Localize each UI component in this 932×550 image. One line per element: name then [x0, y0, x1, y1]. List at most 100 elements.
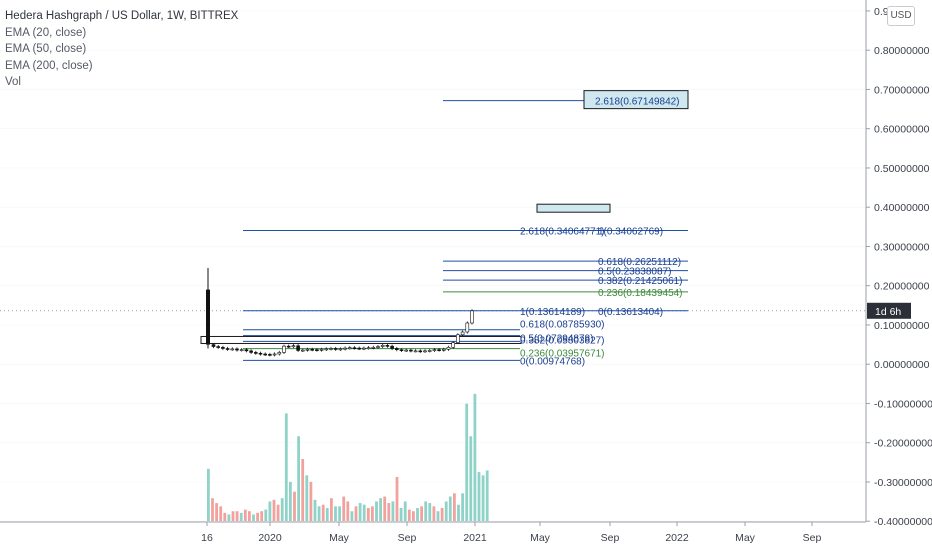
volume-bar: [215, 503, 218, 521]
volume-bar: [342, 496, 346, 521]
candle-body: [254, 352, 258, 354]
volume-bar: [309, 481, 313, 521]
countdown-tag: [867, 302, 911, 319]
volume-bars: [207, 393, 489, 521]
volume-bar: [301, 459, 305, 521]
candle-body: [249, 350, 253, 353]
volume-bar: [289, 481, 292, 521]
price-tick-label: -0.20000000: [874, 438, 932, 450]
volume-bar: [334, 506, 337, 521]
price-tick-label: -0.10000000: [874, 398, 932, 410]
candle-body: [216, 346, 220, 348]
volume-bar: [477, 472, 481, 521]
candle-body: [362, 347, 366, 350]
volume-bar: [420, 506, 423, 521]
volume-bar: [481, 475, 485, 521]
volume-bar: [403, 501, 407, 521]
candle-body: [225, 348, 230, 350]
price-tick-label: 0.10000000: [874, 320, 930, 332]
legend-ema-50[interactable]: EMA (50, close): [5, 43, 87, 55]
volume-bar: [350, 511, 354, 521]
candle-body: [268, 354, 272, 356]
time-tick-label: 2020: [258, 532, 282, 544]
fib-target-box: [583, 90, 689, 110]
fibonacci-levels[interactable]: 2.618(0.67149842) 2.618(0.34064771)1(0.34…: [200, 90, 689, 368]
time-tick-label: Sep: [601, 532, 620, 544]
currency-badge[interactable]: USD: [887, 6, 915, 26]
price-tick-label: 0.00000000: [874, 359, 930, 371]
volume-bar: [317, 506, 321, 521]
time-tick-label: Sep: [398, 532, 417, 544]
time-axis[interactable]: 16 2020 May Sep 2021 May Sep 2022 May Sep: [0, 521, 866, 544]
volume-bar: [473, 393, 477, 521]
volume-bar: [293, 491, 296, 521]
volume-bar: [366, 507, 370, 521]
fib-level-label: 2.618(0.34064771): [520, 227, 605, 238]
volume-bar: [243, 509, 247, 521]
volume-bar: [305, 475, 309, 521]
price-tick-label: 0.60000000: [874, 124, 930, 136]
volume-bar: [219, 506, 223, 521]
volume-bar: [354, 506, 358, 521]
candle-body: [343, 347, 347, 350]
volume-bar: [416, 507, 419, 521]
volume-bar: [485, 470, 489, 521]
time-tick-label: May: [329, 532, 350, 544]
candle-body: [211, 344, 216, 347]
candle-body: [380, 345, 385, 347]
price-tick-label: -0.30000000: [874, 477, 932, 489]
volume-bar: [321, 504, 325, 521]
candle-body: [244, 349, 249, 352]
candle-body: [282, 345, 286, 353]
volume-bar: [432, 506, 436, 521]
volume-bar: [272, 499, 276, 521]
price-axis[interactable]: 0.9 0.80000000 0.70000000 0.60000000 0.50000…: [865, 0, 932, 528]
grid: [0, 10, 866, 522]
volume-bar: [346, 501, 350, 521]
candle-body: [409, 349, 413, 352]
legend-ema-20[interactable]: EMA (20, close): [5, 26, 87, 39]
volume-bar: [207, 468, 210, 521]
candle-body: [437, 349, 441, 351]
legend-volume[interactable]: Vol: [5, 76, 21, 88]
volume-bar: [461, 493, 464, 521]
volume-bar: [330, 498, 333, 521]
candle-body: [329, 348, 333, 350]
volume-bar: [453, 493, 456, 521]
fib-level-label: 0.5(0.07294878): [520, 334, 593, 345]
candle-body: [263, 353, 268, 356]
candle-body: [277, 352, 282, 355]
volume-bar: [375, 501, 378, 521]
candle-body: [456, 334, 460, 343]
chart-symbol-title[interactable]: Hedera Hashgraph / US Dollar, 1W, BITTRE…: [5, 10, 239, 22]
price-tick-label: 0.40000000: [874, 202, 930, 214]
candle-body: [235, 348, 239, 351]
volume-bar: [362, 504, 366, 521]
candle-body: [206, 289, 210, 345]
volume-bar: [325, 507, 329, 521]
volume-bar: [313, 499, 317, 521]
fib-level-label: 0.236(0.03957671): [520, 349, 605, 360]
candle-body: [357, 347, 362, 350]
price-tick-label: 0.30000000: [874, 241, 930, 253]
volume-bar: [264, 509, 268, 521]
candle-body: [441, 348, 446, 351]
candle-body: [423, 350, 427, 353]
fib-zone-box: [536, 203, 611, 213]
candle-body: [338, 348, 343, 351]
candle-body: [319, 348, 324, 351]
candle-body: [465, 322, 470, 333]
volume-bar: [276, 504, 280, 521]
time-tick-label: Sep: [803, 532, 822, 544]
legend-ema-200[interactable]: EMA (200, close): [5, 59, 93, 72]
volume-bar: [235, 511, 239, 521]
candle-body: [371, 347, 376, 349]
candle-body: [272, 353, 277, 356]
candle-body: [432, 349, 437, 351]
volume-bar: [424, 501, 428, 521]
candle-body: [385, 345, 390, 347]
fib-level-label: 0.382(0.21425061): [598, 276, 683, 287]
volume-bar: [428, 503, 432, 521]
price-tick-label: 0.80000000: [874, 45, 930, 57]
